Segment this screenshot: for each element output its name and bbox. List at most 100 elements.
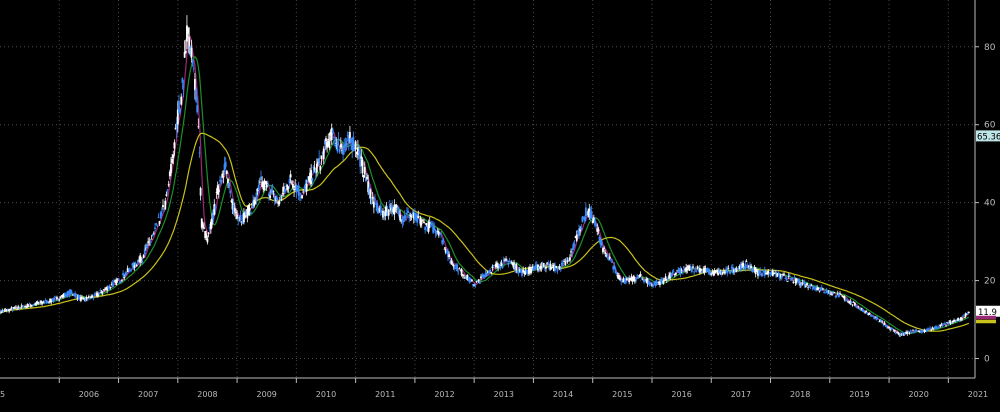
candle-body: [519, 269, 522, 273]
candle-body: [300, 196, 302, 199]
candle-body: [16, 308, 18, 310]
candle-body: [554, 265, 556, 271]
candle-body: [190, 47, 193, 58]
candle-body: [915, 329, 918, 331]
candle-body: [857, 306, 860, 308]
candle-body: [241, 214, 244, 224]
candle-body: [157, 217, 160, 219]
candle-body: [796, 280, 799, 282]
candle-body: [384, 210, 387, 217]
candle-body: [56, 297, 58, 300]
candle-body: [514, 265, 517, 270]
candle-body: [449, 261, 452, 264]
candle-body: [562, 262, 564, 264]
candle-body: [426, 225, 429, 232]
x-tick-label: 2014: [553, 390, 573, 399]
candle-body: [222, 176, 225, 178]
candle-body: [62, 293, 65, 297]
candle-body: [838, 293, 840, 298]
candle-body: [615, 272, 618, 275]
candle-body: [392, 208, 395, 213]
candle-body: [452, 265, 455, 267]
candle-body: [399, 214, 401, 221]
candle-body: [491, 266, 494, 269]
candle-body: [366, 176, 368, 179]
candle-body: [419, 217, 422, 226]
candle-body: [357, 147, 359, 155]
candle-body: [841, 295, 844, 297]
candle-body: [484, 272, 487, 277]
candle-body: [57, 299, 60, 301]
candle-body: [749, 264, 751, 270]
candle-body: [608, 256, 611, 259]
candle-body: [907, 331, 910, 333]
candle-body: [775, 271, 778, 278]
candle-body: [583, 216, 586, 222]
candle-body: [8, 308, 11, 312]
candle-body: [587, 210, 590, 215]
candle-body: [245, 209, 248, 216]
candle-body: [215, 191, 218, 193]
candle-body: [641, 279, 644, 281]
candle-body: [394, 204, 397, 207]
candle-body: [908, 332, 911, 334]
candle-body: [757, 270, 759, 276]
candle-body: [815, 287, 818, 291]
candle-body: [490, 272, 493, 273]
candle-body: [353, 147, 356, 151]
candle-body: [492, 265, 495, 267]
candle-body: [526, 270, 529, 274]
candle-body: [621, 279, 624, 281]
candle-body: [678, 268, 681, 272]
candle-body: [255, 192, 258, 201]
candle-body: [506, 260, 509, 262]
candle-body: [646, 279, 649, 284]
candle-body: [99, 290, 102, 292]
candle-body: [665, 279, 668, 281]
candle-body: [590, 211, 593, 218]
candle-body: [78, 297, 81, 300]
candle-body: [233, 208, 236, 211]
candle-body: [670, 273, 673, 278]
candle-body: [481, 275, 484, 277]
x-tick-label: 2008: [197, 390, 217, 399]
candle-body: [879, 319, 881, 323]
candle-body: [237, 219, 240, 221]
candle-body: [105, 287, 107, 290]
candle-body: [961, 318, 963, 320]
candle-body: [931, 327, 934, 329]
candle-body: [371, 196, 374, 199]
candle-body: [689, 266, 692, 268]
candle-body: [312, 166, 315, 168]
candle-body: [31, 305, 33, 306]
candle-body: [195, 89, 197, 102]
candle-body: [517, 270, 520, 274]
candle-body: [395, 205, 398, 209]
candle-body: [252, 200, 254, 209]
candle-body: [564, 261, 567, 265]
candle-body: [68, 290, 71, 296]
candle-body: [184, 51, 187, 53]
x-tick-label: 2018: [790, 390, 810, 399]
candle-body: [847, 301, 849, 303]
candle-body: [831, 293, 833, 295]
candle-body: [74, 293, 77, 298]
candle-body: [294, 185, 297, 188]
candle-body: [561, 262, 563, 267]
candle-body: [521, 270, 523, 276]
candle-body: [940, 324, 943, 326]
candle-body: [630, 276, 633, 282]
candle-body: [402, 221, 405, 223]
candle-body: [659, 281, 661, 285]
candle-body: [718, 270, 721, 273]
candle-body: [695, 271, 698, 273]
candle-body: [411, 212, 414, 217]
candle-body: [661, 279, 664, 282]
candle-body: [548, 265, 551, 270]
candle-body: [675, 272, 677, 275]
candle-body: [729, 271, 732, 273]
candle-body: [236, 214, 238, 219]
candle-body: [86, 298, 89, 300]
candle-body: [790, 278, 792, 281]
candle-body: [618, 274, 620, 279]
